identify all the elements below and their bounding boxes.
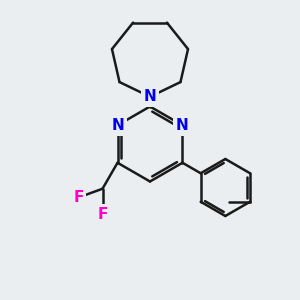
Text: N: N bbox=[144, 89, 156, 104]
Text: F: F bbox=[74, 190, 84, 205]
Text: N: N bbox=[176, 118, 189, 133]
Text: N: N bbox=[111, 118, 124, 133]
Text: F: F bbox=[97, 207, 108, 222]
